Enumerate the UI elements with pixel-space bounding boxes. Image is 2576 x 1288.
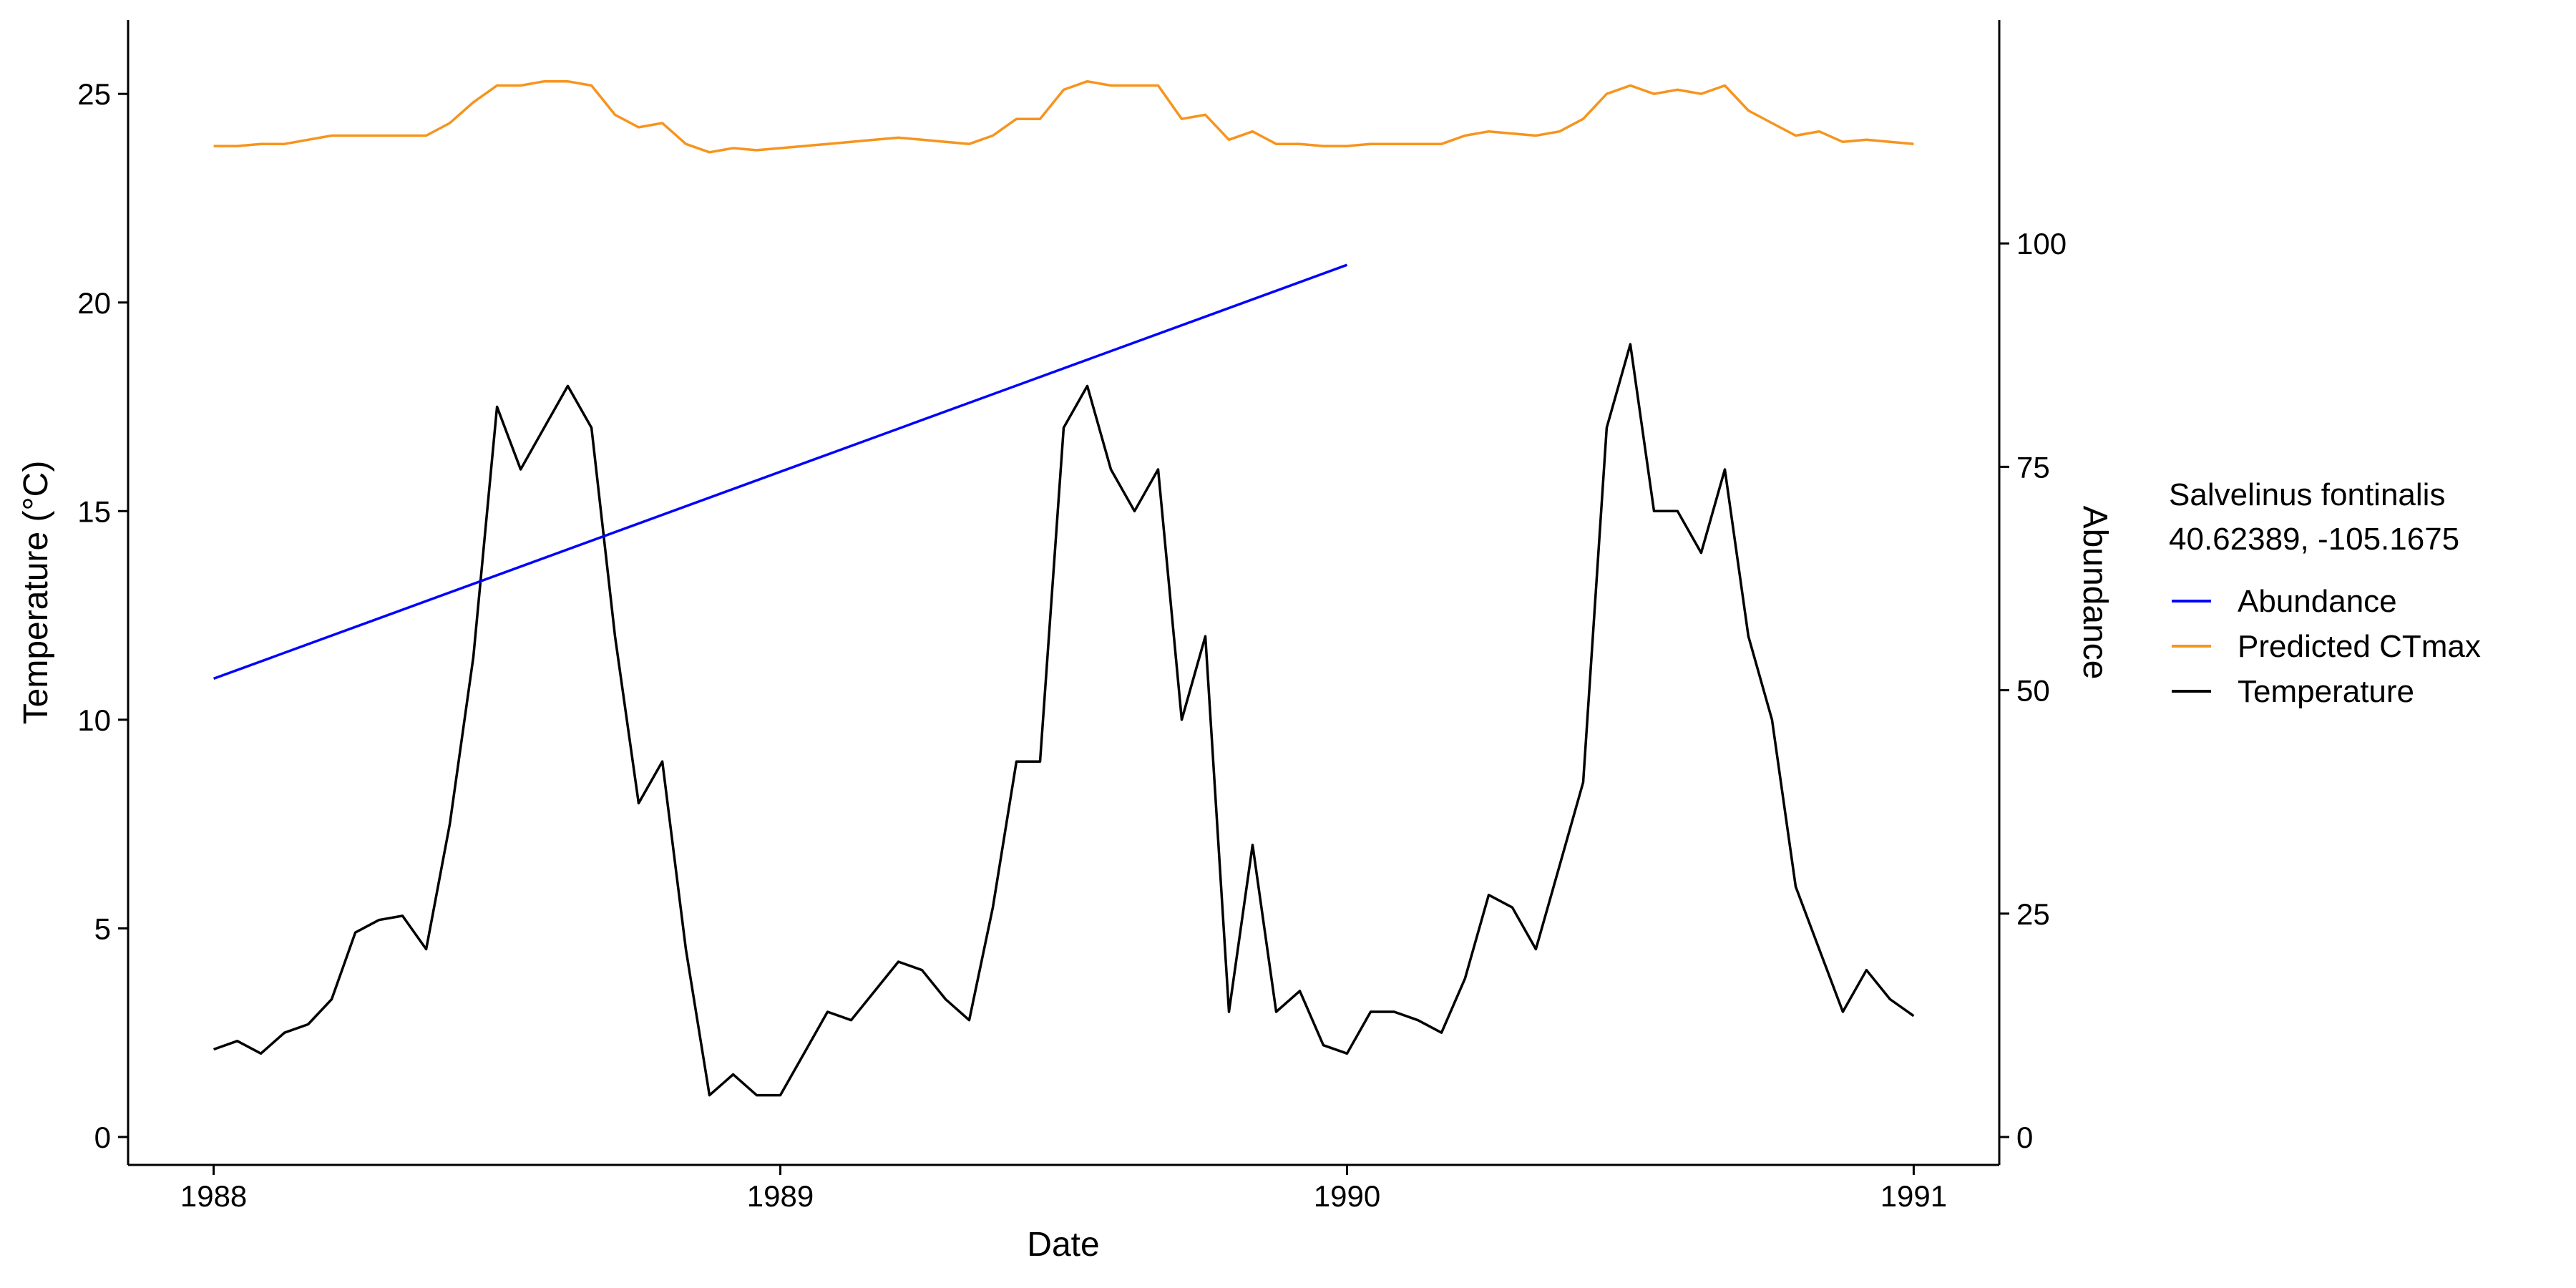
y2-tick-label: 25 xyxy=(2016,897,2050,931)
series-line xyxy=(213,79,1914,154)
legend-label: Predicted CTmax xyxy=(2238,629,2481,664)
legend-title: Salvelinus fontinalis xyxy=(2169,477,2445,512)
y2-tick-label: 0 xyxy=(2016,1121,2033,1154)
legend-label: Abundance xyxy=(2238,584,2397,619)
x-tick-label: 1989 xyxy=(747,1179,814,1213)
y-tick-label: 15 xyxy=(77,494,111,528)
x-tick-label: 1990 xyxy=(1314,1179,1380,1213)
y2-tick-label: 100 xyxy=(2016,227,2067,260)
series-line xyxy=(213,343,1915,1097)
y2-tick-label: 75 xyxy=(2016,450,2050,484)
legend-label: Temperature xyxy=(2238,674,2414,709)
x-tick-label: 1991 xyxy=(1880,1179,1947,1213)
y-axis-title: Temperature (°C) xyxy=(17,461,55,725)
y-tick-label: 20 xyxy=(77,286,111,320)
y-tick-label: 5 xyxy=(94,912,111,945)
legend-title: 40.62389, -105.1675 xyxy=(2169,522,2459,557)
x-axis-title: Date xyxy=(1027,1226,1099,1264)
y-tick-label: 25 xyxy=(77,77,111,111)
y-tick-label: 0 xyxy=(94,1121,111,1154)
x-tick-label: 1988 xyxy=(180,1179,247,1213)
y2-axis-title: Abundance xyxy=(2076,506,2114,680)
series-line xyxy=(213,263,1348,680)
y-tick-label: 10 xyxy=(77,703,111,737)
y2-tick-label: 50 xyxy=(2016,674,2050,708)
